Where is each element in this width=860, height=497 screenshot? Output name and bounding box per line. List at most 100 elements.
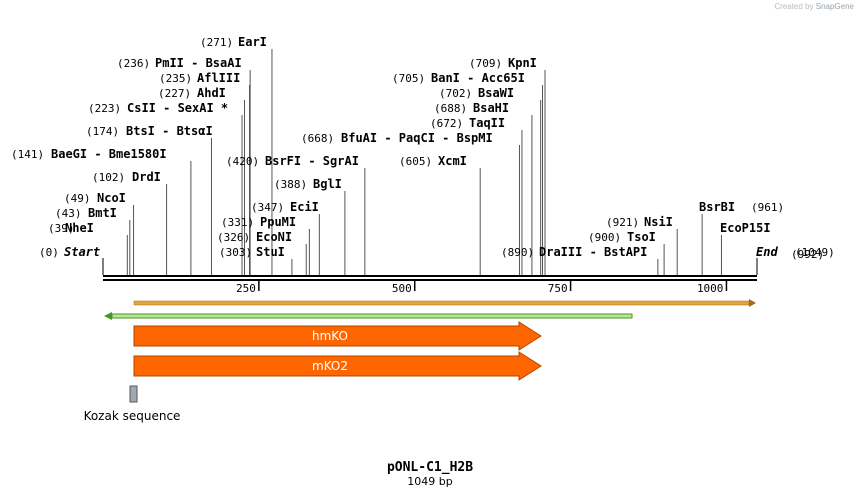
restriction-site[interactable]: (331) PpuMI	[221, 215, 310, 275]
restriction-site[interactable]: (141) BaeGI - Bme1580I	[11, 147, 192, 275]
site-position: (705)	[392, 72, 425, 85]
feature-kozak[interactable]: Kozak sequence	[84, 385, 181, 423]
restriction-site[interactable]: (668) BfuAI - PaqCI - BspMI	[301, 131, 520, 275]
site-position: (672)	[430, 117, 463, 130]
site-name: BmtI	[88, 206, 117, 220]
site-position: (235)	[159, 72, 192, 85]
site-name: PpuMI	[260, 215, 296, 229]
restriction-site[interactable]: (672) TaqII	[430, 116, 523, 275]
site-position: (890)	[501, 246, 534, 259]
restriction-site[interactable]: (890) DraIII - BstAPI	[501, 245, 659, 275]
restriction-site[interactable]: EcoP15I	[720, 221, 771, 275]
feature-mKO2[interactable]: mKO2	[133, 351, 542, 381]
site-position: (102)	[92, 171, 125, 184]
backbone-top-strand	[103, 275, 757, 277]
restriction-site[interactable]: (388) BglI	[274, 177, 346, 275]
site-position: (420)	[226, 155, 259, 168]
top-strand-arrow	[133, 299, 756, 307]
restriction-site[interactable]: (303) StuI	[219, 245, 293, 275]
snapgene-brand: SnapGene	[815, 2, 854, 11]
scale-tick-label: 750	[548, 282, 568, 295]
restriction-site[interactable]: (223) CsII - SexAI *	[88, 101, 243, 275]
site-name: BtsI - BtsαI	[126, 124, 213, 138]
restriction-site[interactable]: (43) BmtI	[55, 206, 131, 275]
site-name: AhdI	[197, 86, 226, 100]
site-name: NsiI	[644, 215, 673, 229]
site-position: (668)	[301, 132, 334, 145]
restriction-site[interactable]: (102) DrdI	[92, 170, 168, 275]
restriction-site[interactable]: (227) AhdI	[158, 86, 246, 275]
site-name: NcoI	[97, 191, 126, 205]
site-name: StuI	[256, 245, 285, 259]
feature-mKO2-label: mKO2	[312, 359, 348, 373]
feature-hmKO[interactable]: hmKO	[133, 321, 542, 351]
site-position: (223)	[88, 102, 121, 115]
scale-tick-label: 1000	[697, 282, 724, 295]
restriction-site[interactable]: (420) BsrFI - SgrAI	[226, 154, 366, 275]
site-position: (388)	[274, 178, 307, 191]
plasmid-length: 1049 bp	[407, 475, 452, 488]
restriction-site[interactable]: (605) XcmI	[399, 154, 481, 275]
site-name: BfuAI - PaqCI - BspMI	[341, 131, 493, 145]
restriction-site[interactable]: (39)NheI	[48, 221, 128, 275]
restriction-site[interactable]: (961)	[751, 201, 784, 214]
restriction-site[interactable]: (705) BanI - Acc65I	[392, 71, 544, 275]
restriction-site[interactable]: (235) AflIII	[159, 71, 251, 275]
restriction-site[interactable]: (174) BtsI - BtsαI	[86, 124, 213, 275]
feature-kozak-label: Kozak sequence	[84, 409, 181, 423]
scale-tick-label: 250	[236, 282, 256, 295]
end-position: (1049)	[795, 246, 835, 259]
site-position: (227)	[158, 87, 191, 100]
restriction-site[interactable]: (709) KpnI	[469, 56, 546, 275]
credit-prefix: Created by	[774, 2, 814, 11]
site-name: BsrBI	[699, 200, 735, 214]
site-position: (921)	[606, 216, 639, 229]
end-label: End	[756, 245, 778, 259]
restriction-site[interactable]: (688) BsaHI	[434, 101, 533, 275]
backbone-bottom-strand	[103, 279, 757, 281]
restriction-site[interactable]: (49) NcoI	[64, 191, 135, 275]
end-marker: End (1049)	[756, 245, 835, 275]
site-position: (347)	[251, 201, 284, 214]
site-name: BglI	[313, 177, 342, 191]
site-name: BsrFI - SgrAI	[265, 154, 359, 168]
site-name: EarI	[238, 35, 267, 49]
restriction-site[interactable]: (921) NsiI	[606, 215, 678, 275]
site-position: (961)	[751, 201, 784, 214]
restriction-site[interactable]: (236) PmII - BsaAI	[117, 56, 251, 275]
restriction-site[interactable]: (326) EcoNI	[217, 230, 307, 275]
site-name: BanI - Acc65I	[431, 71, 525, 85]
site-name: PmII - BsaAI	[155, 56, 242, 70]
restriction-site[interactable]: (271) EarI	[200, 35, 273, 275]
site-position: (702)	[439, 87, 472, 100]
restriction-site[interactable]: (702) BsaWI	[439, 86, 542, 275]
site-position: (900)	[588, 231, 621, 244]
site-position: (39)	[48, 222, 75, 235]
site-position: (992)	[791, 248, 824, 261]
site-position: (303)	[219, 246, 252, 259]
site-position: (174)	[86, 125, 119, 138]
site-name: BaeGI - Bme1580I	[51, 147, 167, 161]
site-name: BsaWI	[478, 86, 514, 100]
restriction-site[interactable]: (900) TsoI	[588, 230, 665, 275]
site-position: (605)	[399, 155, 432, 168]
scale-tick-label: 500	[392, 282, 412, 295]
restriction-site[interactable]: (992)	[791, 248, 824, 261]
site-name: EcoP15I	[720, 221, 771, 235]
restriction-site[interactable]: (347) EciI	[251, 200, 320, 275]
site-name: KpnI	[508, 56, 537, 70]
site-name: XcmI	[438, 154, 467, 168]
restriction-site[interactable]: BsrBI	[699, 200, 735, 275]
site-position: (331)	[221, 216, 254, 229]
site-name: NheI	[65, 221, 94, 235]
plasmid-title: pONL-C1_H2B	[387, 460, 473, 475]
site-position: (688)	[434, 102, 467, 115]
site-position: (326)	[217, 231, 250, 244]
site-position: (49)	[64, 192, 91, 205]
bottom-strand-arrow	[104, 312, 633, 320]
site-name: AflIII	[197, 71, 240, 85]
scale-ticks: 250 500 750 1000	[236, 281, 728, 295]
feature-hmKO-label: hmKO	[312, 329, 348, 343]
site-position: (236)	[117, 57, 150, 70]
